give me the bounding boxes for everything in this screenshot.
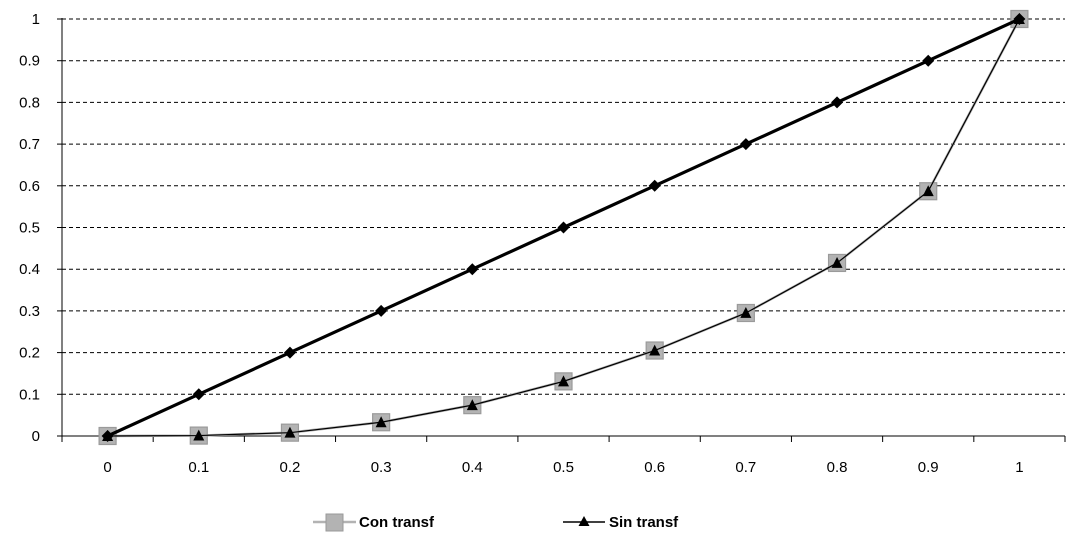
y-tick-label: 0.1 bbox=[19, 386, 40, 403]
point-diagonal bbox=[1013, 13, 1026, 25]
x-tick-label: 0.3 bbox=[371, 459, 392, 476]
legend: Con transf Sin transf bbox=[313, 513, 679, 532]
x-tick-label: 0.1 bbox=[188, 459, 209, 476]
x-tick-label: 1 bbox=[1015, 459, 1023, 476]
y-tick-label: 0.2 bbox=[19, 345, 40, 362]
point-diagonal bbox=[283, 346, 296, 359]
y-tick-label: 0.5 bbox=[19, 220, 40, 237]
gridlines bbox=[62, 18, 1065, 395]
point-diagonal bbox=[831, 96, 844, 109]
point-sin-transf bbox=[922, 185, 934, 197]
x-tick-label: 0.8 bbox=[827, 459, 848, 476]
y-tick-labels: 0 0.1 0.2 0.3 0.4 0.5 0.6 0.7 0.8 0.9 1 bbox=[19, 11, 40, 445]
x-tick-label: 0.9 bbox=[918, 459, 939, 476]
point-diagonal bbox=[375, 304, 388, 317]
y-tick-label: 0.7 bbox=[19, 136, 40, 153]
y-tick-label: 0.8 bbox=[19, 94, 40, 111]
point-sin-transf bbox=[831, 256, 843, 268]
legend-marker-con-transf bbox=[325, 513, 344, 532]
point-diagonal bbox=[466, 263, 479, 276]
point-diagonal bbox=[922, 54, 935, 67]
y-tick-label: 1 bbox=[32, 11, 40, 28]
y-tick-label: 0.6 bbox=[19, 178, 40, 195]
point-sin-transf bbox=[466, 399, 478, 411]
y-tick-label: 0.3 bbox=[19, 303, 40, 320]
x-tick-label: 0 bbox=[103, 459, 111, 476]
x-tick-label: 0.6 bbox=[644, 459, 665, 476]
point-sin-transf bbox=[740, 307, 752, 318]
point-sin-transf bbox=[193, 429, 205, 441]
y-tick-label: 0.9 bbox=[19, 53, 40, 70]
point-diagonal bbox=[192, 388, 205, 401]
x-tick-label: 0.4 bbox=[462, 459, 483, 476]
axes bbox=[57, 18, 1066, 442]
x-tick-label: 0.5 bbox=[553, 459, 574, 476]
point-diagonal bbox=[648, 179, 661, 192]
legend-label-con-transf: Con transf bbox=[359, 514, 435, 531]
legend-label-sin-transf: Sin transf bbox=[609, 514, 679, 531]
point-sin-transf bbox=[375, 416, 387, 428]
series-diagonal bbox=[101, 13, 1026, 442]
point-sin-transf bbox=[558, 375, 569, 387]
legend-marker-sin-transf bbox=[578, 516, 590, 526]
x-tick-label: 0.2 bbox=[280, 459, 301, 476]
point-diagonal bbox=[557, 221, 570, 234]
point-sin-transf bbox=[284, 426, 296, 438]
series-layer bbox=[98, 9, 1029, 446]
point-diagonal bbox=[101, 430, 114, 442]
point-sin-transf bbox=[649, 344, 661, 356]
x-tick-labels: 0 0.1 0.2 0.3 0.4 0.5 0.6 0.7 0.8 0.9 1 bbox=[103, 459, 1023, 476]
legend-item-con-transf: Con transf bbox=[313, 513, 435, 532]
legend-item-sin-transf: Sin transf bbox=[563, 514, 679, 531]
x-tick-label: 0.7 bbox=[735, 459, 756, 476]
y-tick-label: 0.4 bbox=[19, 261, 40, 278]
y-tick-label: 0 bbox=[32, 428, 40, 445]
point-diagonal bbox=[739, 138, 752, 151]
